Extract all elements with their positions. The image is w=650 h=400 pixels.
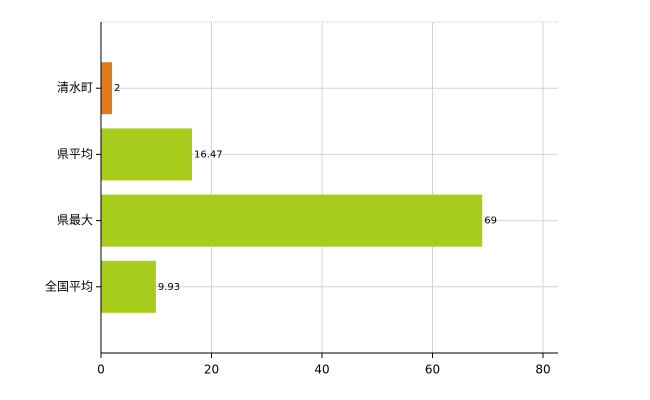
x-tick-label: 20	[204, 363, 219, 377]
data-label: 69	[484, 216, 497, 227]
data-label: 16.47	[194, 149, 223, 160]
x-tick-label: 60	[425, 363, 440, 377]
x-tick-label: 40	[314, 363, 329, 377]
y-tick-label: 県平均	[57, 147, 93, 161]
data-label: 9.93	[158, 282, 180, 293]
y-tick-label: 県最大	[57, 213, 93, 227]
bar	[101, 194, 483, 247]
x-tick-label: 80	[535, 363, 550, 377]
bar	[101, 260, 156, 313]
data-label: 2	[114, 83, 120, 94]
x-tick-label: 0	[97, 363, 105, 377]
bar	[101, 62, 113, 115]
bar	[101, 128, 192, 181]
y-tick-label: 清水町	[57, 81, 93, 95]
y-tick-label: 全国平均	[45, 278, 93, 293]
